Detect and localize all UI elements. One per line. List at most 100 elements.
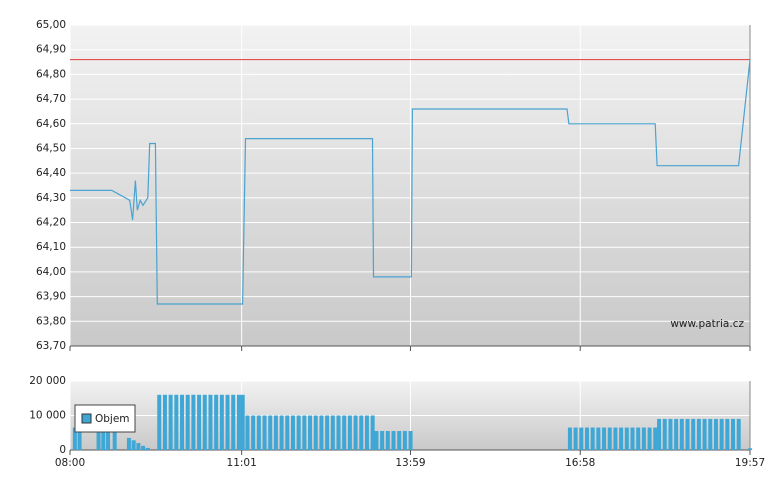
- y-tick-label: 64,20: [36, 217, 66, 229]
- y-tick-label: 65,00: [36, 19, 66, 31]
- y-tick-label: 64,00: [36, 266, 66, 278]
- y-tick-label: 64,60: [36, 118, 66, 130]
- volume-bar: [613, 427, 618, 450]
- volume-bar: [302, 415, 307, 450]
- volume-bar: [197, 394, 202, 450]
- volume-bar: [202, 394, 207, 450]
- volume-bar: [596, 427, 601, 450]
- y-tick-label: 20 000: [29, 375, 66, 387]
- volume-bar: [657, 418, 662, 450]
- volume-bar: [162, 394, 167, 450]
- volume-bar: [208, 394, 213, 450]
- volume-bar: [296, 415, 301, 450]
- volume-bar: [402, 431, 407, 450]
- x-tick-label: 08:00: [55, 457, 85, 469]
- y-tick-label: 64,10: [36, 241, 66, 253]
- volume-bar: [641, 427, 646, 450]
- price-line: [70, 59, 751, 305]
- volume-bar: [579, 427, 584, 450]
- volume-bar: [573, 427, 578, 450]
- volume-bar: [607, 427, 612, 450]
- volume-bar: [630, 427, 635, 450]
- y-tick-label: 64,80: [36, 68, 66, 80]
- volume-bar: [126, 437, 131, 450]
- volume-bar: [262, 415, 267, 450]
- volume-bar: [359, 415, 364, 450]
- volume-bar: [674, 418, 679, 450]
- volume-bar: [685, 418, 690, 450]
- volume-bar: [708, 418, 713, 450]
- volume-bar: [106, 427, 111, 450]
- volume-bar: [101, 427, 106, 450]
- y-tick-label: 64,30: [36, 192, 66, 204]
- volume-bar: [112, 427, 117, 450]
- volume-bar: [141, 445, 146, 450]
- volume-bar: [748, 448, 753, 450]
- volume-bar: [713, 418, 718, 450]
- volume-bar: [702, 418, 707, 450]
- y-tick-label: 10 000: [29, 410, 66, 422]
- volume-bar: [290, 415, 295, 450]
- x-tick-label: 16:58: [565, 457, 595, 469]
- volume-bar: [325, 415, 330, 450]
- y-tick-label: 63,90: [36, 291, 66, 303]
- volume-bar: [636, 427, 641, 450]
- x-tick-label: 11:01: [227, 457, 257, 469]
- volume-bar: [653, 427, 658, 450]
- volume-bar: [185, 394, 190, 450]
- volume-bar: [567, 427, 572, 450]
- y-tick-label: 0: [59, 444, 66, 456]
- volume-bar: [624, 427, 629, 450]
- volume-bar: [391, 431, 396, 450]
- x-tick-label: 13:59: [395, 457, 425, 469]
- volume-bar: [131, 440, 136, 450]
- volume-bar: [364, 415, 369, 450]
- volume-bar: [279, 415, 284, 450]
- volume-bar: [336, 415, 341, 450]
- volume-bar: [240, 394, 245, 450]
- volume-bar: [214, 394, 219, 450]
- volume-bar: [397, 431, 402, 450]
- volume-bar: [136, 443, 141, 450]
- volume-bar: [731, 418, 736, 450]
- y-tick-label: 64,40: [36, 167, 66, 179]
- volume-bar: [696, 418, 701, 450]
- volume-bar: [313, 415, 318, 450]
- volume-bar: [408, 431, 413, 450]
- volume-bar: [174, 394, 179, 450]
- volume-bar: [245, 415, 250, 450]
- legend-label: Objem: [95, 413, 130, 425]
- volume-bar: [736, 418, 741, 450]
- volume-bar: [668, 418, 673, 450]
- volume-bar: [96, 427, 101, 450]
- volume-bar: [157, 394, 162, 450]
- volume-bar: [219, 394, 224, 450]
- volume-bar: [256, 415, 261, 450]
- y-tick-label: 63,70: [36, 340, 66, 352]
- volume-bar: [273, 415, 278, 450]
- y-tick-label: 63,80: [36, 315, 66, 327]
- volume-bar: [380, 431, 385, 450]
- volume-bar: [308, 415, 313, 450]
- watermark: www.patria.cz: [670, 318, 744, 330]
- volume-bar: [268, 415, 273, 450]
- volume-bar: [285, 415, 290, 450]
- volume-bar: [590, 427, 595, 450]
- volume-bar: [330, 415, 335, 450]
- volume-bar: [385, 431, 390, 450]
- y-tick-label: 64,50: [36, 142, 66, 154]
- volume-bar: [647, 427, 652, 450]
- volume-bar: [319, 415, 324, 450]
- x-tick-label: 19:57: [735, 457, 765, 469]
- volume-bar: [725, 418, 730, 450]
- volume-bar: [374, 431, 379, 450]
- volume-bar: [370, 415, 375, 450]
- volume-bar: [691, 418, 696, 450]
- volume-bar: [353, 415, 358, 450]
- volume-bar: [602, 427, 607, 450]
- volume-bar: [584, 427, 589, 450]
- volume-bar: [180, 394, 185, 450]
- volume-bar: [619, 427, 624, 450]
- volume-bar: [191, 394, 196, 450]
